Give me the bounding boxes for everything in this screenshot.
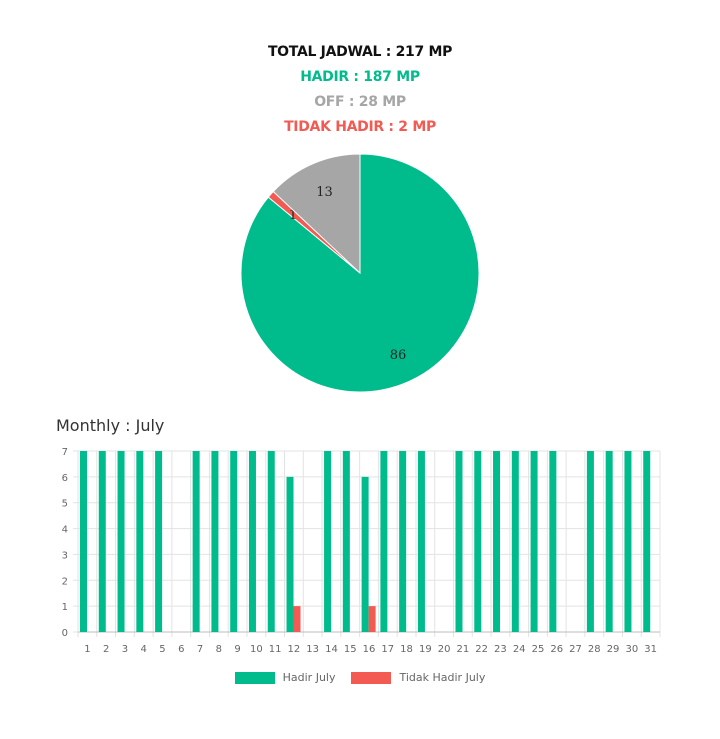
bar-hadir-14[interactable] bbox=[324, 451, 332, 632]
y-tick-label-5: 5 bbox=[62, 499, 68, 510]
bar-hadir-24[interactable] bbox=[511, 451, 519, 632]
y-tick-label-1: 1 bbox=[62, 602, 68, 613]
bar-tidak-hadir-16[interactable] bbox=[368, 606, 376, 632]
x-tick-label-23: 23 bbox=[494, 644, 507, 655]
x-tick-label-20: 20 bbox=[438, 644, 451, 655]
bar-hadir-21[interactable] bbox=[455, 451, 463, 632]
bar-hadir-26[interactable] bbox=[549, 451, 557, 632]
total-jadwal-text: TOTAL JADWAL : 217 MP bbox=[267, 44, 453, 60]
bar-hadir-29[interactable] bbox=[605, 451, 613, 632]
x-tick-label-28: 28 bbox=[588, 644, 601, 655]
bar-hadir-28[interactable] bbox=[586, 451, 594, 632]
bar-hadir-16[interactable] bbox=[361, 476, 369, 632]
x-tick-label-4: 4 bbox=[141, 644, 147, 655]
y-tick-label-6: 6 bbox=[62, 473, 68, 484]
x-tick-label-11: 11 bbox=[269, 644, 282, 655]
bar-hadir-2[interactable] bbox=[98, 451, 106, 632]
x-tick-label-12: 12 bbox=[288, 644, 301, 655]
x-tick-label-17: 17 bbox=[381, 644, 394, 655]
x-tick-label-9: 9 bbox=[234, 644, 240, 655]
legend-label-hadir: Hadir July bbox=[282, 671, 336, 684]
pie-data-label-2: 13 bbox=[316, 185, 333, 200]
attendance-pie-chart: 86 1 13 bbox=[240, 153, 480, 393]
bar-hadir-1[interactable] bbox=[80, 451, 87, 632]
bar-hadir-4[interactable] bbox=[136, 451, 144, 632]
hadir-text: HADIR : 187 MP bbox=[300, 69, 420, 85]
bar-hadir-23[interactable] bbox=[493, 451, 501, 632]
attendance-summary: TOTAL JADWAL : 217 MP HADIR : 187 MP OFF… bbox=[0, 40, 720, 140]
legend-item-tidak-hadir[interactable]: Tidak Hadir July bbox=[351, 671, 485, 684]
bar-hadir-31[interactable] bbox=[643, 451, 651, 632]
y-tick-label-4: 4 bbox=[62, 525, 68, 536]
x-tick-label-19: 19 bbox=[419, 644, 432, 655]
tidak-hadir-text: TIDAK HADIR : 2 MP bbox=[284, 119, 436, 135]
x-tick-label-21: 21 bbox=[457, 644, 470, 655]
legend-swatch-tidak-hadir bbox=[351, 671, 392, 684]
bar-hadir-5[interactable] bbox=[155, 451, 163, 632]
legend-item-hadir[interactable]: Hadir July bbox=[234, 671, 336, 684]
legend-swatch-hadir bbox=[234, 671, 275, 684]
x-tick-label-13: 13 bbox=[306, 644, 319, 655]
x-tick-label-3: 3 bbox=[122, 644, 128, 655]
legend-label-tidak-hadir: Tidak Hadir July bbox=[399, 671, 486, 684]
x-tick-label-22: 22 bbox=[475, 644, 488, 655]
bar-hadir-9[interactable] bbox=[230, 451, 238, 632]
x-tick-label-29: 29 bbox=[607, 644, 620, 655]
monthly-title: Monthly : July bbox=[56, 416, 165, 435]
bar-hadir-18[interactable] bbox=[399, 451, 407, 632]
pie-slice-2[interactable] bbox=[272, 153, 361, 275]
x-tick-label-8: 8 bbox=[216, 644, 222, 655]
x-tick-label-5: 5 bbox=[159, 644, 165, 655]
x-tick-label-16: 16 bbox=[363, 644, 376, 655]
x-tick-label-26: 26 bbox=[550, 644, 563, 655]
x-tick-label-7: 7 bbox=[197, 644, 203, 655]
x-tick-label-30: 30 bbox=[625, 644, 638, 655]
bar-hadir-11[interactable] bbox=[267, 451, 275, 632]
x-tick-label-27: 27 bbox=[569, 644, 582, 655]
bar-hadir-22[interactable] bbox=[474, 451, 482, 632]
y-tick-label-7: 7 bbox=[62, 447, 68, 458]
off-text: OFF : 28 MP bbox=[314, 94, 406, 110]
pie-data-label-0: 86 bbox=[390, 348, 407, 363]
bar-hadir-12[interactable] bbox=[286, 476, 294, 632]
y-tick-label-0: 0 bbox=[62, 628, 68, 639]
x-tick-label-10: 10 bbox=[250, 644, 263, 655]
bar-tidak-hadir-12[interactable] bbox=[293, 606, 301, 632]
x-tick-label-6: 6 bbox=[178, 644, 184, 655]
x-tick-label-18: 18 bbox=[400, 644, 413, 655]
x-tick-label-2: 2 bbox=[103, 644, 109, 655]
x-tick-label-24: 24 bbox=[513, 644, 526, 655]
bar-hadir-19[interactable] bbox=[417, 451, 425, 632]
bar-hadir-8[interactable] bbox=[211, 451, 219, 632]
x-tick-label-14: 14 bbox=[325, 644, 338, 655]
y-tick-label-3: 3 bbox=[62, 550, 68, 561]
bar-hadir-15[interactable] bbox=[342, 451, 350, 632]
bar-hadir-25[interactable] bbox=[530, 451, 538, 632]
bar-hadir-30[interactable] bbox=[624, 451, 632, 632]
bar-hadir-10[interactable] bbox=[248, 451, 256, 632]
pie-data-label-1: 1 bbox=[289, 208, 297, 223]
x-tick-label-1: 1 bbox=[84, 644, 90, 655]
bar-chart-legend: Hadir July Tidak Hadir July bbox=[0, 671, 720, 684]
x-tick-label-15: 15 bbox=[344, 644, 357, 655]
x-tick-label-31: 31 bbox=[644, 644, 657, 655]
bar-hadir-3[interactable] bbox=[117, 451, 125, 632]
y-tick-label-2: 2 bbox=[62, 576, 68, 587]
bar-hadir-7[interactable] bbox=[192, 451, 200, 632]
bar-hadir-17[interactable] bbox=[380, 451, 388, 632]
x-tick-label-25: 25 bbox=[532, 644, 545, 655]
